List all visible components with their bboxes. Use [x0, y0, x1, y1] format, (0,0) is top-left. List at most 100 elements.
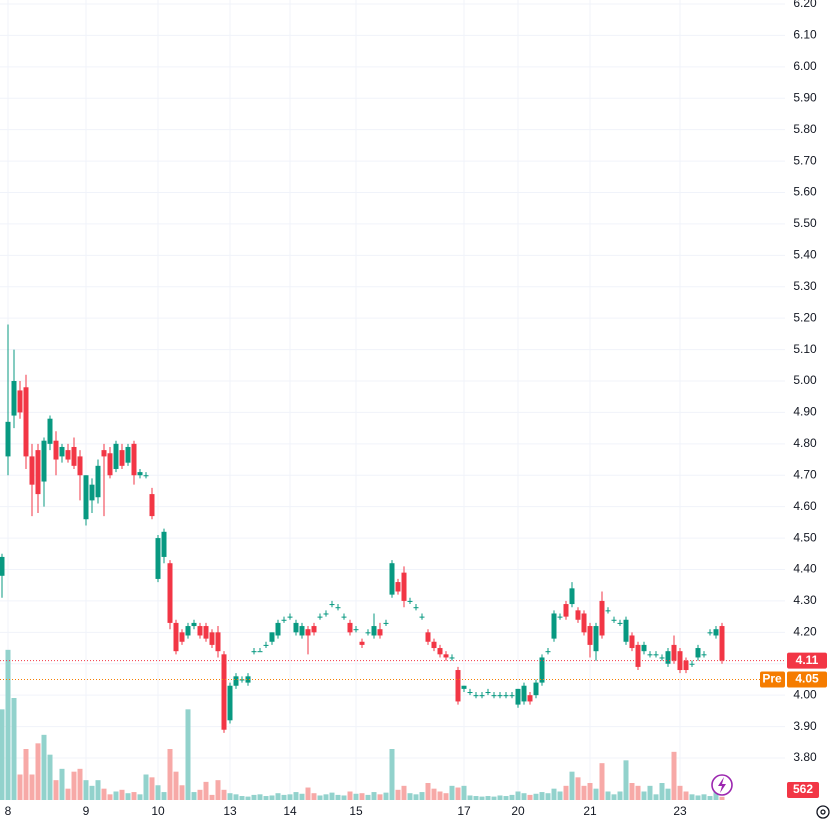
candle-body [131, 443, 137, 476]
volume-bar [299, 793, 305, 800]
candle-body [161, 531, 167, 557]
volume-bar [479, 796, 485, 800]
volume-layer [0, 649, 725, 800]
candle-body [473, 695, 479, 697]
candle-body [551, 613, 557, 639]
candle-body [143, 475, 149, 477]
candle-body [89, 484, 95, 501]
candle-body [563, 604, 569, 617]
x-tick-label: 8 [5, 804, 12, 818]
volume-bar [347, 791, 353, 800]
candle-body [71, 446, 77, 466]
candle-body [281, 619, 287, 621]
volume-bar [557, 791, 563, 800]
candle-body [659, 657, 665, 659]
volume-bar [437, 791, 443, 800]
candle-body [581, 613, 587, 633]
volume-bar [251, 794, 257, 800]
candle-body [5, 421, 11, 457]
volume-bar [593, 788, 599, 800]
candle-body [17, 390, 23, 413]
volume-bar [599, 763, 605, 800]
y-tick-label: 5.10 [793, 342, 817, 356]
candle-body [575, 610, 581, 620]
volume-bar [401, 785, 407, 800]
candle-body [587, 626, 593, 645]
candle-body [113, 443, 119, 469]
candle-body [23, 387, 29, 457]
candle-body [605, 610, 611, 612]
candle-body [521, 685, 527, 702]
volume-bar [23, 749, 29, 800]
candle-body [695, 648, 701, 658]
volume-bar [617, 791, 623, 800]
volume-bar [293, 792, 299, 800]
settings-icon[interactable] [816, 805, 830, 819]
volume-bar [341, 795, 347, 800]
candle-body [191, 622, 197, 627]
volume-bar [563, 785, 569, 800]
volume-bar [197, 789, 203, 800]
candle-body [515, 688, 521, 705]
candle-body [257, 651, 263, 653]
candle-body [419, 616, 425, 618]
y-tick-label: 5.20 [793, 310, 817, 324]
volume-bar [143, 774, 149, 800]
x-tick-label: 14 [283, 804, 297, 818]
y-tick-label: 5.50 [793, 216, 817, 230]
volume-bar [95, 780, 101, 800]
volume-bar [587, 783, 593, 800]
candle-body [317, 616, 323, 618]
volume-bar [83, 780, 89, 800]
candle-body [617, 622, 623, 624]
candle-body [671, 644, 677, 661]
pre-market-value: 4.05 [795, 672, 819, 686]
alert-icon[interactable] [711, 774, 733, 796]
alert-bolt [718, 777, 726, 793]
candle-body [545, 651, 551, 653]
volume-bar [677, 785, 683, 800]
volume-bar [245, 796, 251, 800]
candle-body [377, 629, 383, 636]
x-tick-label: 23 [673, 804, 687, 818]
volume-bar [431, 788, 437, 800]
candle-body [329, 604, 335, 606]
candle-body [179, 632, 185, 642]
volume-bar [407, 793, 413, 800]
last-price-badge [787, 652, 827, 669]
volume-bar [551, 788, 557, 800]
volume-bar [41, 734, 47, 800]
x-tick-label: 15 [349, 804, 363, 818]
candle-body [467, 692, 473, 694]
volume-bar [287, 794, 293, 800]
volume-bar [683, 791, 689, 800]
volume-bar [707, 796, 713, 800]
volume-bar [11, 698, 17, 800]
volume-bar [641, 791, 647, 800]
volume-bar [317, 795, 323, 800]
volume-bar [719, 796, 725, 800]
volume-bar [635, 785, 641, 800]
candle-body [689, 663, 695, 665]
volume-bar [167, 749, 173, 800]
candle-body [395, 582, 401, 592]
candle-body [227, 685, 233, 721]
volume-bar [605, 791, 611, 800]
candle-body [491, 695, 497, 697]
volume-bar [173, 771, 179, 800]
volume-bar [71, 771, 77, 800]
volume-bar [623, 760, 629, 800]
settings-gear[interactable] [816, 805, 830, 819]
volume-bar [539, 792, 545, 800]
candle-body [611, 619, 617, 621]
candle-body [29, 456, 35, 485]
candle-body [497, 695, 503, 697]
candle-body [503, 695, 509, 697]
candle-body [509, 695, 515, 697]
volume-bar [137, 794, 143, 800]
candle-body [245, 676, 251, 683]
candle-body [47, 418, 53, 444]
y-tick-label: 5.80 [793, 122, 817, 136]
candle-body [65, 450, 71, 460]
